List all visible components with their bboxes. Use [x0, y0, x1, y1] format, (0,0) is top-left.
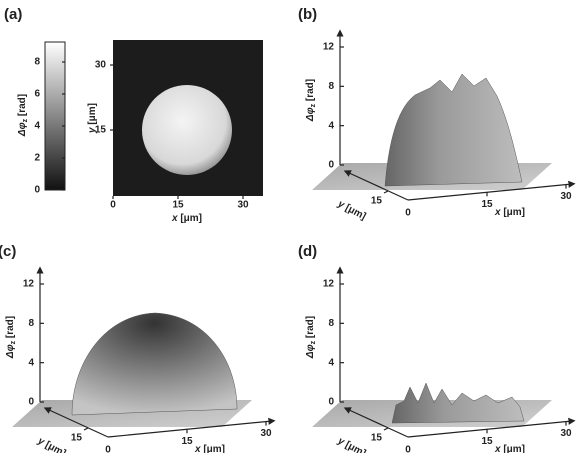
z-tick-label: 4 [28, 357, 34, 368]
y-tick [84, 428, 88, 430]
x-axis-label: x [μm] [194, 444, 225, 453]
z-tick-label: 12 [323, 279, 335, 290]
label-unit: [rad] [17, 94, 28, 119]
y-tick-label: 30 [95, 60, 107, 71]
origin-label: 0 [105, 445, 111, 453]
z-tick-label: 8 [28, 318, 34, 329]
z-tick-label: 12 [23, 279, 35, 290]
x-tick-label: 30 [560, 428, 572, 439]
z-tick-label: 12 [323, 42, 335, 53]
x-axis-label: x [μm] [494, 207, 525, 218]
label-unit: [μm] [341, 438, 368, 453]
figure: (a) 0 2 4 6 8 Δφz [rad] 0 15 30 15 30 x [μm] y [μm] (b… [0, 0, 582, 453]
label-unit: [rad] [305, 316, 316, 341]
label-symbol: Δφ [305, 107, 316, 122]
colorbar-tick-label: 0 [34, 185, 40, 196]
label-unit: [μm] [87, 103, 98, 127]
z-tick-label: 4 [328, 357, 334, 368]
colorbar-tick-label: 8 [34, 57, 40, 68]
y-tick-label: 15 [371, 433, 383, 444]
x-tick-label: 15 [172, 200, 184, 211]
origin-label: 0 [405, 445, 411, 453]
colorbar-tick-label: 2 [34, 153, 40, 164]
label-symbol: Δφ [305, 344, 316, 359]
y-axis-label: y [μm] [87, 103, 98, 134]
label-unit: [μm] [341, 201, 368, 222]
mound [385, 74, 522, 186]
colorbar [45, 42, 65, 190]
panel-label: (c) [0, 243, 16, 260]
panel-label: (d) [298, 243, 317, 260]
origin-label: 0 [405, 208, 411, 219]
x-axis-label: x [μm] [171, 213, 202, 224]
rough-patch [392, 383, 524, 423]
x-tick-label: 15 [481, 199, 493, 210]
label-unit: [μm] [501, 207, 525, 218]
colorbar-label: Δφz [rad] [17, 94, 29, 137]
z-tick-label: 8 [328, 81, 334, 92]
y-tick [384, 191, 388, 193]
y-tick-label: 15 [71, 433, 83, 444]
z-tick-label: 8 [328, 318, 334, 329]
panel-label: (a) [4, 6, 22, 23]
z-tick-label: 4 [328, 120, 334, 131]
cell-image [142, 85, 232, 175]
z-axis-label: Δφz [rad] [305, 316, 317, 359]
y-tick [384, 428, 388, 430]
x-tick-label: 15 [481, 436, 493, 447]
x-tick-label: 30 [237, 200, 249, 211]
panel-label: (b) [298, 6, 317, 23]
label-unit: [μm] [41, 438, 68, 453]
y-tick-label: 15 [371, 196, 383, 207]
z-tick-label: 0 [328, 160, 334, 171]
colorbar-tick-label: 4 [34, 121, 40, 132]
label-unit: [rad] [5, 316, 16, 341]
z-axis-label: Δφz [rad] [305, 79, 317, 122]
y-axis-label: y [μm] [335, 435, 368, 453]
dome [72, 313, 237, 415]
label-unit: [rad] [305, 79, 316, 104]
label-unit: [μm] [178, 213, 202, 224]
z-tick-label: 0 [28, 397, 34, 408]
x-tick-label: 15 [181, 436, 193, 447]
colorbar-tick-label: 6 [34, 89, 40, 100]
label-unit: [μm] [201, 444, 225, 453]
x-tick-label: 30 [260, 428, 272, 439]
label-symbol: Δφ [17, 122, 28, 137]
x-axis-label: x [μm] [494, 444, 525, 453]
y-axis-label: y [μm] [335, 198, 368, 222]
label-symbol: Δφ [5, 344, 16, 359]
y-axis-label: y [μm] [35, 435, 68, 453]
z-axis-label: Δφz [rad] [5, 316, 17, 359]
x-tick-label: 0 [110, 200, 116, 211]
label-unit: [μm] [501, 444, 525, 453]
x-tick-label: 30 [560, 191, 572, 202]
z-tick-label: 0 [328, 397, 334, 408]
